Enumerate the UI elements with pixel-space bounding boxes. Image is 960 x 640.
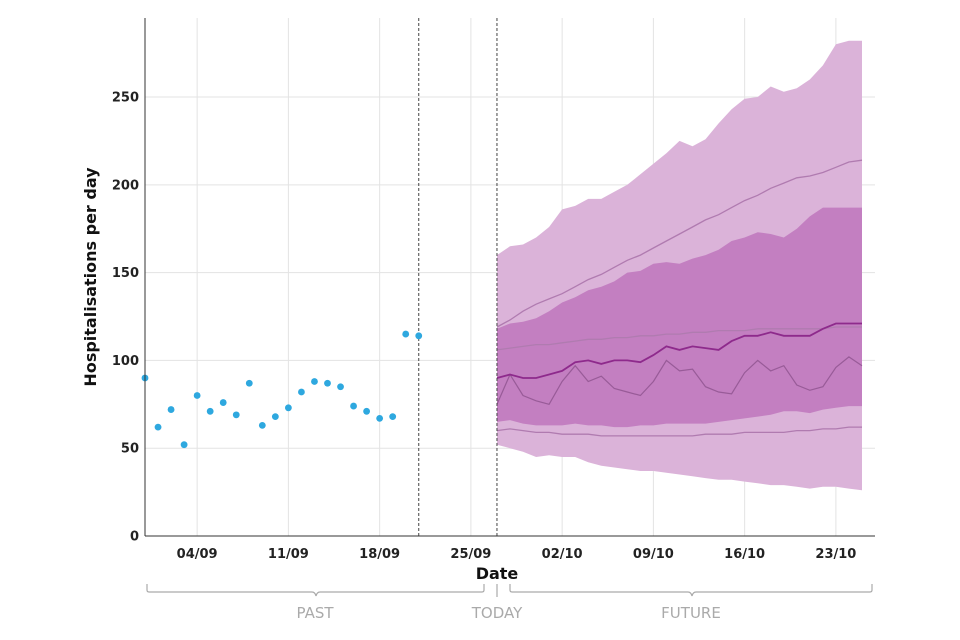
past-label: PAST <box>296 604 334 622</box>
date-markers <box>418 18 498 536</box>
y-tick-label: 100 <box>112 354 139 369</box>
past-bracket <box>146 584 485 597</box>
tick-labels: 0 50 100 150 200 250 04/09 11/09 18/09 25/09 02/10… <box>112 91 857 562</box>
observed-point <box>402 330 410 338</box>
inner-prediction-band <box>497 207 862 428</box>
y-tick-label: 0 <box>130 530 139 545</box>
observed-point <box>350 402 357 410</box>
future-bracket <box>509 584 873 597</box>
observed-point <box>154 423 162 431</box>
observed-point <box>193 392 201 399</box>
period-brackets: PAST TODAY FUTURE <box>146 584 873 622</box>
y-tick-label: 250 <box>112 91 139 106</box>
observed-point <box>389 413 397 420</box>
x-tick-label: 25/09 <box>450 547 491 562</box>
x-tick-label: 23/10 <box>815 547 856 562</box>
observed-point <box>206 407 214 415</box>
x-tick-label: 09/10 <box>633 547 674 562</box>
x-tick-label: 11/09 <box>268 547 309 562</box>
forecast-bands <box>497 40 862 491</box>
median-forecast-line <box>496 322 862 379</box>
x-tick-label: 02/10 <box>542 547 583 562</box>
axes <box>144 18 875 537</box>
observed-point <box>271 413 279 420</box>
observed-point <box>376 414 384 422</box>
observed-point <box>232 411 240 419</box>
observed-point <box>298 388 305 396</box>
forecast-lines <box>496 159 863 437</box>
x-tick-label: 04/09 <box>177 547 218 562</box>
x-tick-label: 16/10 <box>724 547 765 562</box>
today-label: TODAY <box>471 604 523 622</box>
upper-quantile-line <box>496 159 863 328</box>
observed-point <box>219 399 227 406</box>
y-tick-label: 50 <box>121 442 139 457</box>
observed-point <box>180 441 188 449</box>
sample-trajectory-line <box>496 356 863 405</box>
observed-point <box>324 379 331 387</box>
y-tick-label: 150 <box>112 266 139 281</box>
middle-quantile-line <box>496 326 862 351</box>
y-tick-label: 200 <box>112 178 139 193</box>
x-tick-label: 18/09 <box>359 547 400 562</box>
observed-point <box>363 407 371 415</box>
y-axis-title: Hospitalisations per day <box>81 167 100 387</box>
observed-point <box>167 406 175 413</box>
observed-point <box>415 332 423 340</box>
observed-point <box>311 378 318 385</box>
x-axis-title: Date <box>476 564 519 583</box>
observed-point <box>258 421 266 429</box>
observed-point <box>284 404 292 412</box>
future-label: FUTURE <box>661 604 721 622</box>
observed-point <box>245 379 253 387</box>
observed-points <box>141 330 423 449</box>
observed-point <box>337 383 344 391</box>
lower-quantile-line <box>496 426 862 437</box>
